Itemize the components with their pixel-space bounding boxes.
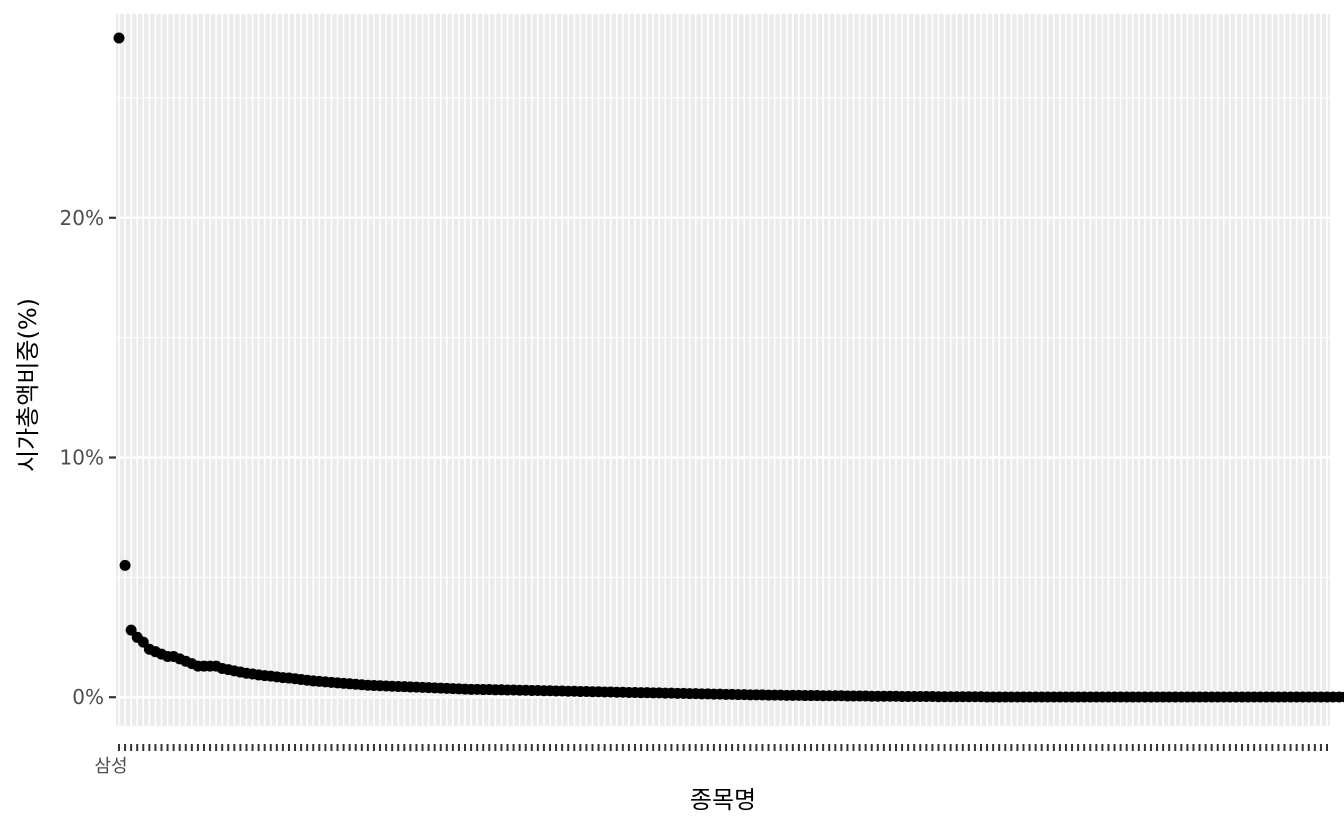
x-tick-label: 삼성 <box>94 756 127 777</box>
data-point <box>113 32 125 44</box>
data-point <box>137 636 149 648</box>
data-points <box>113 32 1344 703</box>
plot-panel <box>116 14 1330 726</box>
major-gridlines <box>116 14 1330 726</box>
data-point <box>1339 691 1344 703</box>
y-tick-label: 20% <box>60 206 104 230</box>
y-axis: 0% 10% 20% <box>60 206 116 709</box>
x-axis-title: 종목명 <box>690 786 756 814</box>
data-point <box>125 624 137 636</box>
y-tick-label: 0% <box>72 685 104 709</box>
y-axis-title: 시가총액비중(%) <box>14 298 42 472</box>
y-tick-label: 10% <box>60 446 104 470</box>
x-axis: 삼성 <box>94 744 1328 777</box>
minor-gridlines <box>116 97 1330 578</box>
data-point <box>119 559 131 571</box>
